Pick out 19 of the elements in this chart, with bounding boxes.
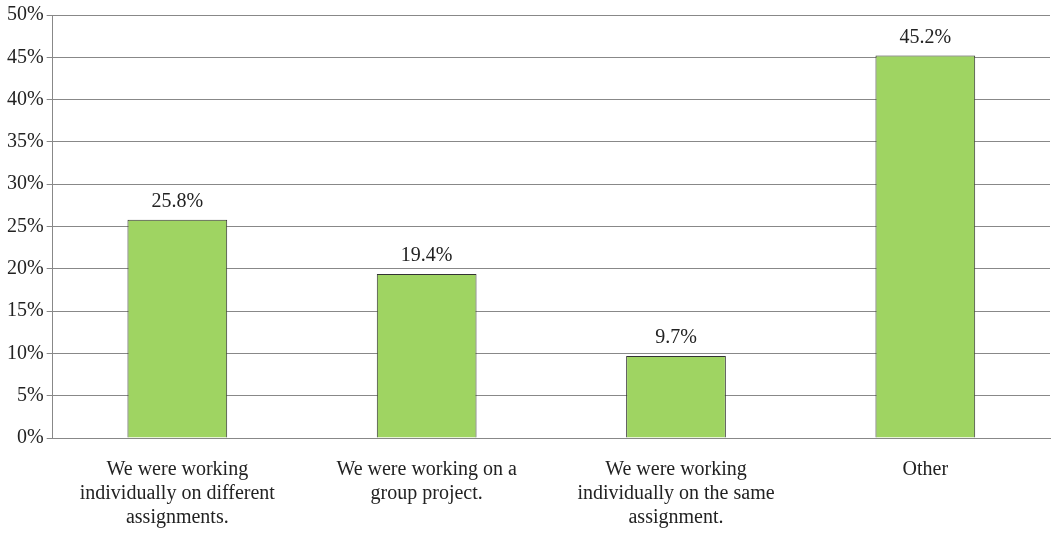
y-tick-label: 40% (6, 86, 44, 109)
x-tick-label: We were working individually on the same assignment. (577, 457, 775, 529)
x-tick-label: We were working individually on different assignments. (79, 457, 276, 529)
y-tick-label: 25% (6, 213, 44, 236)
y-tick-label: 45% (6, 44, 44, 67)
y-tick-label: 35% (6, 129, 44, 152)
data-label: 45.2% (899, 24, 952, 47)
y-tick-label: 10% (6, 340, 44, 363)
y-tick-label: 0% (16, 425, 44, 448)
y-tick-label: 30% (6, 171, 44, 194)
y-tick-label: 20% (6, 256, 44, 279)
x-tick-label: Other (902, 457, 949, 480)
y-tick-label: 5% (16, 382, 44, 405)
y-tick-label: 15% (6, 298, 44, 321)
x-tick-label: We were working on a group project. (336, 457, 518, 505)
data-label: 19.4% (400, 243, 453, 266)
data-label: 9.7% (655, 325, 697, 348)
data-label: 25.8% (151, 188, 204, 211)
y-tick-label: 50% (6, 2, 44, 25)
